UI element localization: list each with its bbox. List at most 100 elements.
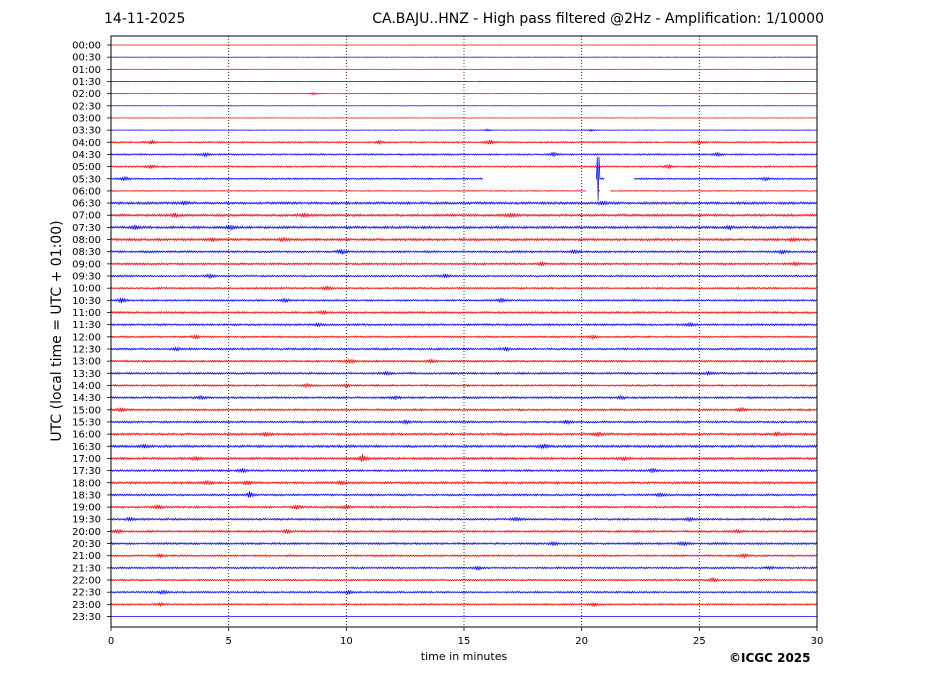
trace-1100 — [110, 309, 818, 315]
trace-1330 — [110, 370, 818, 377]
x-tick-label: 15 — [458, 636, 471, 647]
y-tick-label: 20:00 — [72, 527, 101, 538]
y-tick-label: 13:00 — [72, 357, 101, 368]
y-tick-label: 07:30 — [72, 223, 101, 234]
chart-title: CA.BAJU..HNZ - High pass filtered @2Hz -… — [372, 11, 824, 27]
y-tick-label: 08:30 — [72, 247, 101, 258]
trace-0830 — [110, 248, 818, 255]
trace-1400 — [110, 382, 818, 389]
y-tick-label: 19:00 — [72, 503, 101, 514]
y-tick-label: 10:30 — [72, 296, 101, 307]
y-tick-label: 00:30 — [72, 53, 101, 64]
y-tick-label: 11:30 — [72, 320, 101, 331]
y-tick-label: 13:30 — [72, 369, 101, 380]
trace-0300 — [110, 117, 818, 119]
y-tick-label: 03:30 — [72, 126, 101, 137]
trace-1700 — [110, 454, 818, 463]
y-tick-label: 23:30 — [72, 612, 101, 623]
x-tick-label: 0 — [108, 636, 114, 647]
trace-0630 — [110, 200, 818, 206]
y-tick-label: 17:30 — [72, 466, 101, 477]
trace-1230 — [110, 345, 818, 353]
trace-layer — [110, 44, 818, 617]
y-tick-label: 06:30 — [72, 199, 101, 210]
y-tick-label: 11:00 — [72, 308, 101, 319]
y-tick-label: 04:30 — [72, 150, 101, 161]
y-tick-label: 01:30 — [72, 77, 101, 88]
trace-0200 — [110, 91, 818, 96]
trace-0500 — [110, 163, 818, 170]
y-tick-label: 23:00 — [72, 600, 101, 611]
trace-1030 — [110, 297, 818, 304]
date-label: 14-11-2025 — [104, 11, 186, 27]
y-tick-label: 02:00 — [72, 89, 101, 100]
trace-1600 — [110, 430, 818, 438]
trace-2200 — [110, 576, 818, 583]
trace-1830 — [110, 491, 818, 498]
trace-1000 — [110, 285, 818, 292]
trace-1300 — [110, 358, 818, 365]
trace-1200 — [110, 333, 818, 341]
y-tick-label: 05:00 — [72, 162, 101, 173]
x-tick-label: 20 — [575, 636, 588, 647]
y-tick-label: 16:00 — [72, 430, 101, 441]
y-tick-label: 15:00 — [72, 405, 101, 416]
trace-0700 — [110, 212, 818, 219]
y-tick-label: 17:00 — [72, 454, 101, 465]
y-tick-label: 18:00 — [72, 478, 101, 489]
x-axis-label: time in minutes — [420, 650, 508, 663]
y-tick-label: 00:00 — [72, 41, 101, 52]
y-tick-label: 12:30 — [72, 345, 101, 356]
y-tick-label: 10:00 — [72, 284, 101, 295]
y-tick-label: 20:30 — [72, 539, 101, 550]
x-tick-label: 25 — [693, 636, 706, 647]
trace-2100 — [110, 552, 818, 559]
y-tick-label: 04:00 — [72, 138, 101, 149]
x-tick-label: 10 — [340, 636, 353, 647]
y-tick-label: 03:00 — [72, 113, 101, 124]
y-tick-label: 02:30 — [72, 101, 101, 112]
trace-0330 — [110, 128, 818, 133]
trace-0530 — [110, 156, 818, 201]
trace-1130 — [110, 321, 818, 328]
y-tick-label: 21:30 — [72, 563, 101, 574]
trace-1900 — [110, 503, 818, 510]
y-tick-label: 18:30 — [72, 490, 101, 501]
trace-0900 — [110, 261, 818, 267]
y-tick-label: 05:30 — [72, 174, 101, 185]
y-tick-label: 14:30 — [72, 393, 101, 404]
copyright-label: ©ICGC 2025 — [729, 651, 811, 665]
y-tick-label: 07:00 — [72, 211, 101, 222]
trace-1500 — [110, 406, 818, 413]
y-tick-label: 01:00 — [72, 65, 101, 76]
trace-2230 — [110, 589, 818, 596]
trace-1430 — [110, 394, 818, 401]
y-tick-label: 08:00 — [72, 235, 101, 246]
trace-1800 — [110, 479, 818, 486]
trace-0130 — [110, 80, 818, 83]
y-tick-label: 22:00 — [72, 576, 101, 587]
y-tick-label: 19:30 — [72, 515, 101, 526]
y-tick-label: 22:30 — [72, 588, 101, 599]
trace-0600 — [110, 189, 818, 192]
plot-frame — [110, 35, 818, 628]
trace-0430 — [110, 151, 818, 158]
x-tick-label: 30 — [811, 636, 824, 647]
trace-2130 — [110, 565, 818, 571]
trace-0400 — [110, 139, 818, 146]
y-tick-label: 12:00 — [72, 332, 101, 343]
trace-1530 — [110, 419, 818, 426]
trace-2000 — [110, 528, 818, 535]
trace-1730 — [110, 467, 818, 474]
trace-0800 — [110, 236, 818, 243]
trace-1630 — [110, 443, 818, 450]
trace-0730 — [110, 224, 818, 231]
y-tick-label: 06:00 — [72, 186, 101, 197]
y-tick-label: 09:00 — [72, 259, 101, 270]
grid-layer — [228, 36, 700, 627]
trace-2300 — [110, 601, 818, 608]
y-tick-label: 21:00 — [72, 551, 101, 562]
x-tick-label: 5 — [225, 636, 231, 647]
